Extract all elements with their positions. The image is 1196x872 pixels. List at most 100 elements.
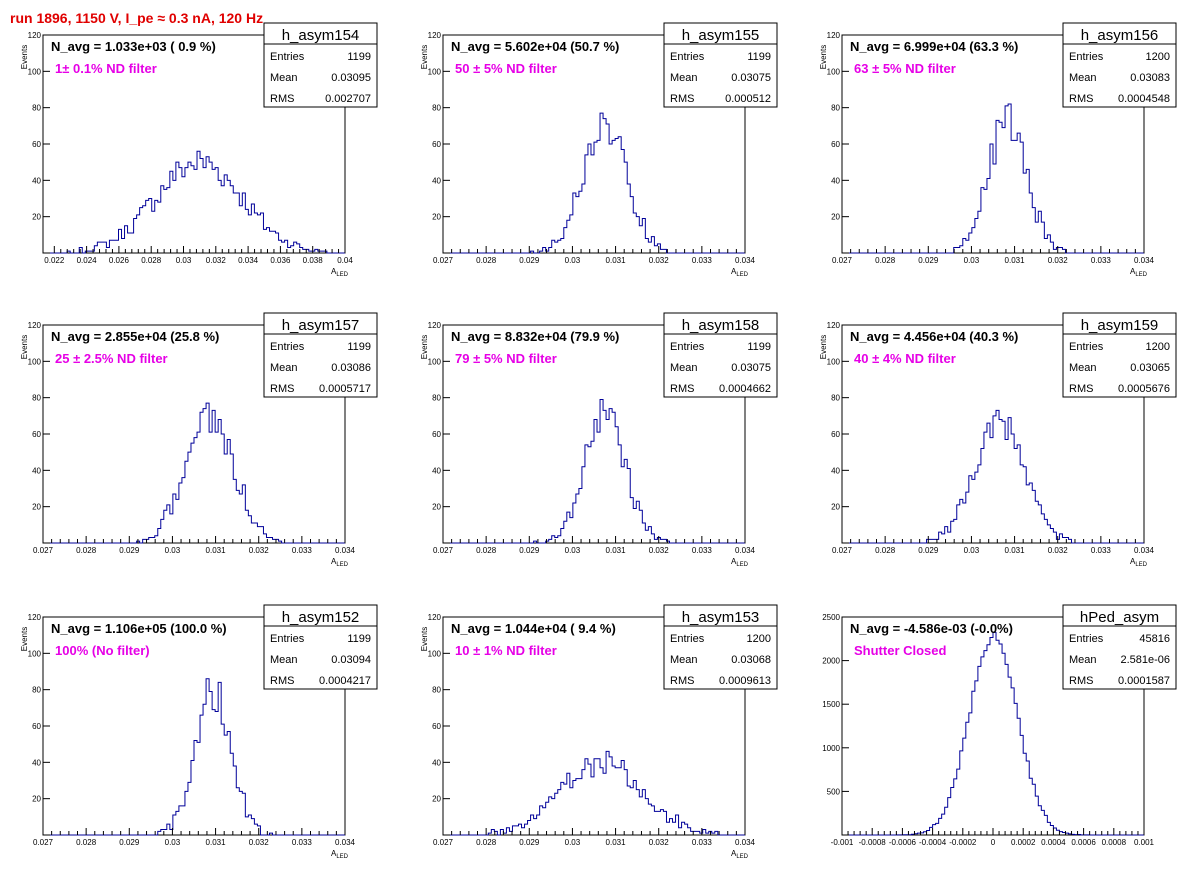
stats-box — [1062, 604, 1177, 690]
x-axis-label: ALED — [331, 557, 349, 568]
y-axis-label: Events — [420, 335, 429, 359]
stats-title: h_asym154 — [282, 27, 360, 44]
y-axis-label: Events — [819, 45, 828, 69]
x-tick-label: 0.032 — [249, 546, 270, 555]
stats-title: h_asym152 — [282, 609, 360, 626]
stats-mean-value: 0.03068 — [731, 654, 771, 666]
x-tick-label: -0.0008 — [859, 838, 887, 847]
x-tick-label: 0.033 — [292, 546, 313, 555]
filter-label: 10 ± 1% ND filter — [455, 643, 557, 658]
stats-rms-label: RMS — [670, 383, 694, 395]
x-tick-label: 0.027 — [433, 838, 454, 847]
y-tick-label: 100 — [28, 67, 42, 76]
x-tick-label: -0.0006 — [889, 838, 917, 847]
y-tick-label: 20 — [432, 795, 441, 804]
y-tick-label: 60 — [32, 140, 41, 149]
x-tick-label: 0.028 — [875, 256, 896, 265]
x-tick-label: 0.024 — [77, 256, 98, 265]
x-tick-label: 0.033 — [1091, 546, 1112, 555]
x-axis-label: ALED — [731, 267, 749, 278]
x-tick-label: 0.028 — [476, 546, 497, 555]
histogram-line — [842, 103, 1144, 254]
stats-mean-label: Mean — [1069, 654, 1097, 666]
filter-label: 79 ± 5% ND filter — [455, 351, 557, 366]
stats-rms-value: 0.0004662 — [719, 383, 771, 395]
stats-entries-value: 1200 — [1146, 51, 1170, 63]
histogram-panel-hPed_asym: -0.001 -0.0008 -0.0006 -0.0004 -0.0002 0 0.000… — [822, 604, 1177, 847]
y-tick-label: 20 — [32, 795, 41, 804]
stats-mean-value: 0.03094 — [331, 654, 371, 666]
stats-mean-label: Mean — [1069, 362, 1097, 374]
x-tick-label: 0.028 — [476, 838, 497, 847]
x-tick-label: 0.033 — [692, 838, 713, 847]
x-axis-label-sub: LED — [336, 272, 348, 278]
stats-rms-value: 0.0005717 — [319, 383, 371, 395]
x-tick-label: 0.028 — [875, 546, 896, 555]
x-tick-label: 0.028 — [76, 838, 97, 847]
stats-entries-label: Entries — [270, 633, 305, 645]
y-tick-label: 80 — [831, 104, 840, 113]
x-tick-label: 0.028 — [76, 546, 97, 555]
x-tick-label: 0.031 — [606, 838, 627, 847]
stats-mean-label: Mean — [1069, 72, 1097, 84]
stats-box — [1062, 312, 1177, 398]
stats-mean-value: 0.03086 — [331, 362, 371, 374]
x-tick-label: 0.027 — [33, 838, 54, 847]
x-tick-label: 0.027 — [433, 546, 454, 555]
stats-title: h_asym153 — [682, 609, 760, 626]
x-tick-label: 0.03 — [964, 256, 980, 265]
x-tick-label: 0.031 — [1005, 546, 1026, 555]
x-tick-label: 0.022 — [44, 256, 65, 265]
y-tick-label: 80 — [32, 394, 41, 403]
x-tick-label: 0.036 — [270, 256, 291, 265]
stats-mean-value: 0.03083 — [1130, 72, 1170, 84]
stats-entries-value: 1200 — [1146, 341, 1170, 353]
x-tick-label: 0.031 — [606, 546, 627, 555]
x-tick-label: 0.04 — [337, 256, 353, 265]
stats-entries-label: Entries — [670, 51, 705, 63]
histogram-panel-h_asym157: 0.027 0.028 0.029 0.03 0.031 0.032 0.033 0.034 2… — [20, 312, 378, 568]
filter-label: Shutter Closed — [854, 643, 947, 658]
y-tick-label: 100 — [28, 649, 42, 658]
y-tick-label: 80 — [32, 686, 41, 695]
x-tick-label: 0.034 — [735, 256, 756, 265]
stats-entries-value: 45816 — [1139, 633, 1170, 645]
y-axis-label: Events — [20, 627, 29, 651]
x-tick-label: 0.034 — [335, 546, 356, 555]
histogram-line — [842, 631, 1144, 836]
x-axis-label-sub: LED — [1135, 272, 1147, 278]
stats-box — [263, 22, 378, 108]
x-tick-label: 0.001 — [1134, 838, 1155, 847]
histogram-panel-h_asym158: 0.027 0.028 0.029 0.03 0.031 0.032 0.033 0.034 2… — [420, 312, 778, 568]
stats-mean-label: Mean — [270, 72, 298, 84]
x-tick-label: 0.033 — [292, 838, 313, 847]
y-tick-label: 40 — [432, 176, 441, 185]
histogram-line — [43, 150, 345, 254]
stats-rms-label: RMS — [270, 93, 294, 105]
stats-mean-value: 0.03075 — [731, 72, 771, 84]
stats-entries-value: 1200 — [747, 633, 771, 645]
x-axis-label: ALED — [1130, 267, 1148, 278]
x-tick-label: 0.029 — [119, 546, 140, 555]
navg-label: N_avg = -4.586e-03 (-0.0%) — [850, 621, 1013, 636]
stats-box — [663, 22, 778, 108]
histogram-panel-h_asym153: 0.027 0.028 0.029 0.03 0.031 0.032 0.033 0.034 2… — [420, 604, 778, 860]
y-tick-label: 60 — [432, 430, 441, 439]
stats-entries-label: Entries — [670, 341, 705, 353]
y-tick-label: 40 — [432, 758, 441, 767]
x-tick-label: -0.001 — [831, 838, 854, 847]
y-tick-label: 80 — [432, 394, 441, 403]
stats-entries-label: Entries — [1069, 633, 1104, 645]
stats-rms-value: 0.0005676 — [1118, 383, 1170, 395]
stats-rms-label: RMS — [270, 675, 294, 687]
x-tick-label: 0 — [991, 838, 996, 847]
y-tick-label: 120 — [28, 31, 42, 40]
filter-label: 63 ± 5% ND filter — [854, 61, 956, 76]
stats-box — [663, 604, 778, 690]
stats-entries-value: 1199 — [347, 51, 371, 63]
x-tick-label: 0.034 — [238, 256, 259, 265]
stats-rms-value: 0.002707 — [325, 93, 371, 105]
x-axis-label-sub: LED — [736, 854, 748, 860]
x-axis-label: ALED — [1130, 557, 1148, 568]
stats-mean-label: Mean — [670, 362, 698, 374]
